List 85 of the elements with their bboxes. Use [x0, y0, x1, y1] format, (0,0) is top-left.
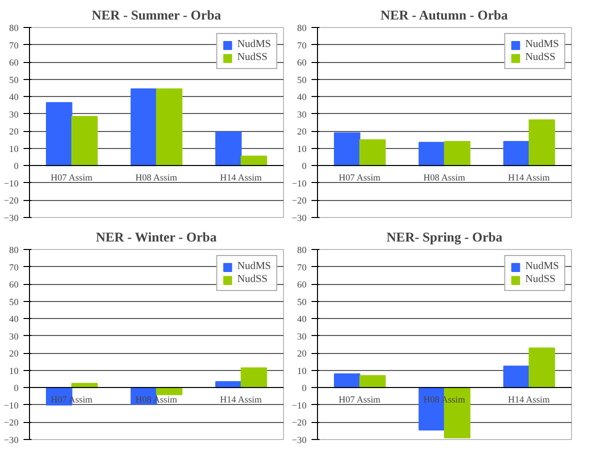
y-tick-label: 0 — [14, 162, 19, 172]
legend-label: NudMS — [237, 39, 271, 50]
y-tick-label: 70 — [9, 263, 19, 274]
y-tick-label: 20 — [9, 350, 19, 360]
bar — [46, 102, 72, 166]
bar — [334, 132, 360, 166]
legend-label: NudSS — [237, 274, 268, 285]
y-tick-label: 30 — [9, 110, 19, 120]
y-tick-label: 30 — [297, 110, 307, 120]
bar — [503, 141, 530, 166]
x-tick-label: H14 Assim — [220, 396, 263, 406]
y-tick-label: 70 — [9, 41, 19, 52]
y-tick-label: 50 — [297, 76, 307, 86]
y-tick-label: −10 — [292, 401, 307, 412]
bar — [359, 375, 386, 388]
x-tick-label: H14 Assim — [508, 174, 551, 184]
y-tick-label: 70 — [297, 263, 307, 274]
y-tick-label: 30 — [297, 332, 307, 342]
x-tick-label: H14 Assim — [220, 174, 263, 184]
y-tick-label: 40 — [297, 93, 307, 104]
legend-label: NudMS — [525, 261, 559, 272]
bar — [71, 116, 98, 166]
y-tick-label: −10 — [4, 401, 19, 412]
bar — [444, 141, 470, 166]
y-tick-label: −20 — [4, 418, 19, 429]
y-tick-label: −10 — [4, 179, 19, 190]
bar — [156, 88, 182, 166]
y-tick-label: 50 — [9, 298, 19, 308]
y-tick-label: 0 — [302, 162, 307, 172]
bar — [130, 88, 157, 166]
y-tick-label: 10 — [9, 366, 19, 377]
y-tick-label: 60 — [9, 280, 19, 291]
y-tick-label: 80 — [297, 246, 307, 256]
y-tick-label: 20 — [297, 128, 307, 138]
chart-title: NER - Summer - Orba — [92, 8, 222, 22]
y-tick-label: 40 — [9, 315, 19, 326]
bar — [503, 366, 530, 388]
y-tick-label: −10 — [292, 179, 307, 190]
chart-title: NER - Winter - Orba — [96, 230, 217, 244]
y-tick-label: 20 — [297, 350, 307, 360]
y-tick-label: 70 — [297, 41, 307, 52]
y-tick-label: −20 — [292, 196, 307, 207]
bar — [528, 347, 556, 388]
y-tick-label: 80 — [9, 246, 19, 256]
y-tick-label: −30 — [4, 436, 19, 446]
x-tick-label: H07 Assim — [338, 174, 382, 184]
y-tick-label: −20 — [292, 418, 307, 429]
bar — [359, 139, 386, 166]
y-tick-label: 20 — [9, 128, 19, 138]
chart-title: NER- Spring - Orba — [386, 230, 503, 244]
x-tick-label: H14 Assim — [508, 396, 551, 406]
y-tick-label: 0 — [14, 384, 19, 394]
y-tick-label: 30 — [9, 332, 19, 342]
y-tick-label: 60 — [297, 58, 307, 69]
x-tick-label: H08 Assim — [423, 174, 466, 184]
y-tick-label: −20 — [4, 196, 19, 207]
y-tick-label: −30 — [4, 214, 19, 224]
y-tick-label: 10 — [9, 144, 19, 155]
y-tick-label: 0 — [302, 384, 307, 394]
bar — [240, 367, 268, 388]
y-tick-label: 40 — [297, 315, 307, 326]
bar — [215, 132, 242, 166]
legend-label: NudMS — [237, 261, 271, 272]
y-tick-label: 10 — [297, 144, 307, 155]
y-tick-label: 50 — [297, 298, 307, 308]
y-tick-label: 80 — [9, 24, 19, 34]
y-tick-label: 50 — [9, 76, 19, 86]
y-tick-label: 10 — [297, 366, 307, 377]
legend-label: NudSS — [525, 274, 556, 285]
y-tick-label: −30 — [292, 436, 307, 446]
y-tick-label: −30 — [292, 214, 307, 224]
bar — [528, 119, 556, 166]
x-tick-label: H08 Assim — [135, 174, 178, 184]
legend-label: NudSS — [237, 52, 268, 63]
y-tick-label: 60 — [9, 58, 19, 69]
bar — [418, 142, 445, 166]
bar — [240, 156, 268, 166]
y-tick-label: 60 — [297, 280, 307, 291]
legend-label: NudMS — [525, 39, 559, 50]
legend-label: NudSS — [525, 52, 556, 63]
x-tick-label: H07 Assim — [338, 396, 382, 406]
y-tick-label: 40 — [9, 93, 19, 104]
y-tick-label: 80 — [297, 24, 307, 34]
x-tick-label: H07 Assim — [50, 174, 94, 184]
chart-title: NER - Autumn - Orba — [380, 8, 508, 22]
